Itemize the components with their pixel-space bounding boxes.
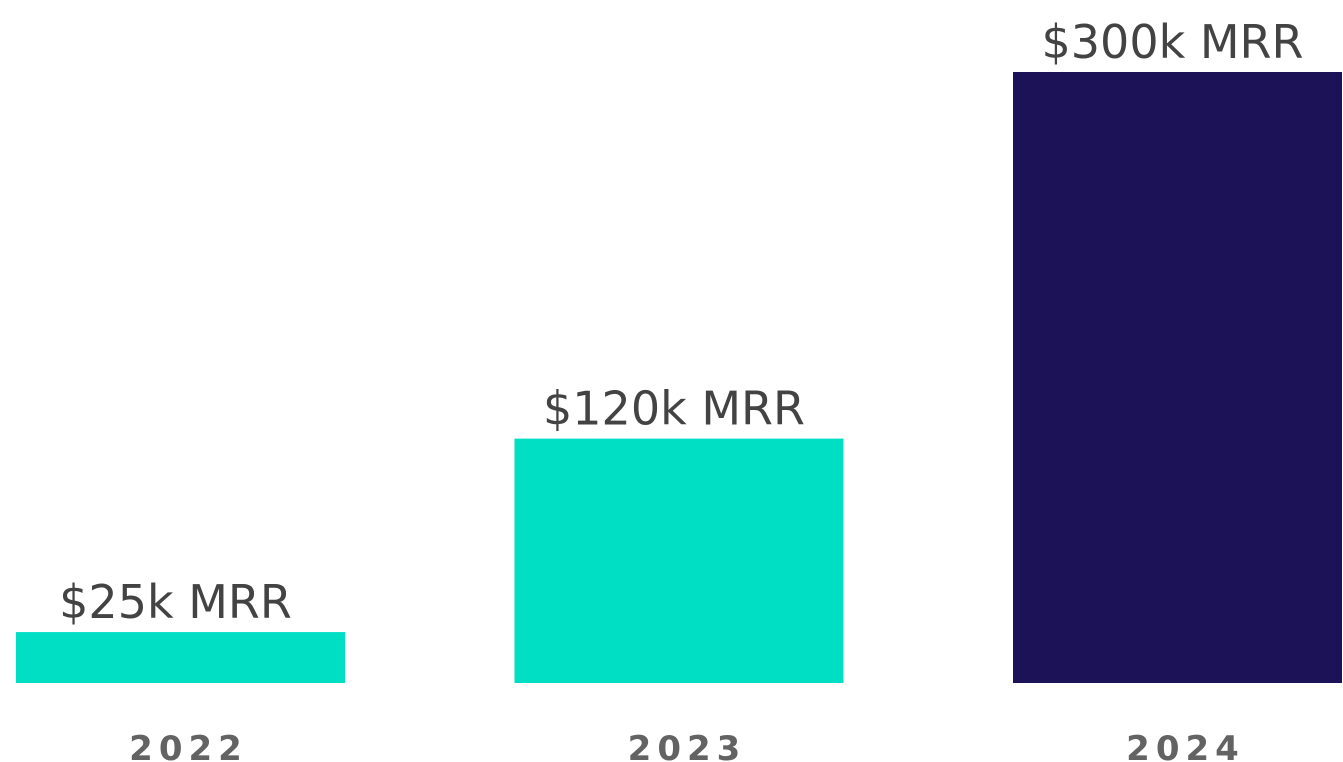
x-tick-label: 2022 bbox=[129, 729, 248, 762]
value-label: $120k MRR bbox=[543, 382, 805, 436]
bar bbox=[514, 438, 844, 683]
bar bbox=[16, 632, 345, 683]
value-label: $25k MRR bbox=[59, 575, 292, 629]
x-tick-label: 2024 bbox=[1126, 729, 1245, 762]
bar bbox=[1013, 72, 1342, 683]
x-tick-label: 2023 bbox=[628, 729, 747, 762]
value-label: $300k MRR bbox=[1042, 15, 1304, 69]
